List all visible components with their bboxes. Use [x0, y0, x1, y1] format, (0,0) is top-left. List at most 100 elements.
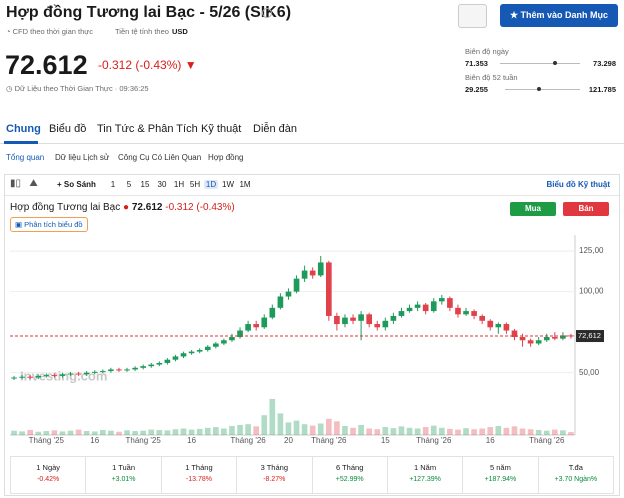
analysis-button[interactable]: ▣ Phân tích biểu đồ — [10, 217, 88, 232]
volume-bar — [75, 429, 82, 435]
interval[interactable]: 1H — [173, 180, 185, 189]
watchlist-button[interactable]: ★ Thêm vào Danh Mục — [500, 4, 618, 27]
candle-body — [543, 337, 550, 341]
performance-label: T.đa — [568, 463, 583, 472]
subtab[interactable]: Công Cụ Có Liên Quan — [118, 153, 202, 162]
chart-change: -0.312 — [165, 202, 194, 213]
candle-body — [535, 340, 542, 344]
candle-body — [414, 304, 421, 308]
performance-value: +52.99% — [335, 476, 364, 483]
currency-label: Tiền tệ tính theo — [115, 27, 169, 36]
tab[interactable]: Diễn đàn — [253, 123, 298, 135]
sell-button[interactable]: Bán — [563, 202, 609, 216]
volume-bar — [261, 415, 268, 435]
last-price-label: 72,612 — [578, 331, 601, 340]
performance-cell: 1 Năm +127.39% — [386, 457, 462, 493]
interval[interactable]: 5H — [189, 180, 201, 189]
performance-value: -13.78% — [185, 476, 212, 483]
volume-bar — [229, 426, 235, 435]
candle-body — [495, 324, 502, 328]
chart-name-text: Hợp đồng Tương lai Bạc — [10, 202, 121, 213]
volume-bar — [99, 429, 106, 435]
candle-body — [277, 296, 284, 308]
day-range-label: Biên độ ngày — [465, 47, 509, 56]
volume-bar — [91, 431, 98, 435]
volume-bar — [560, 430, 566, 435]
chart-type-icons[interactable]: ▮▯ ⛰ — [10, 178, 38, 189]
interval-active[interactable]: 1D — [204, 180, 218, 189]
volume-bar — [237, 424, 243, 435]
candle-body — [188, 351, 195, 354]
candle-body — [164, 359, 171, 363]
volume-bar — [519, 428, 526, 435]
volume-bar — [51, 430, 58, 435]
candle-body — [301, 270, 308, 279]
volume-bar — [366, 428, 373, 435]
interval[interactable]: 15 — [140, 180, 150, 189]
compare-button[interactable]: + So Sánh — [57, 180, 96, 189]
volume-bar — [414, 428, 421, 435]
interval[interactable]: 1 — [110, 180, 116, 189]
interval[interactable]: 5 — [126, 180, 132, 189]
performance-label: 1 Tháng — [185, 463, 213, 472]
volume-bar — [309, 425, 316, 435]
volume-bar — [35, 431, 42, 435]
volume-bar — [11, 430, 17, 435]
performance-table: 1 Ngày -0.42% 1 Tuần +3.01% 1 Tháng -13.78% 3 … — [10, 456, 614, 494]
volume-bar — [43, 431, 50, 435]
subtab[interactable]: Hợp đồng — [208, 153, 244, 162]
candle-body — [253, 324, 260, 328]
volume-bar — [156, 429, 163, 435]
tab[interactable]: Chung — [6, 123, 41, 135]
last-price-box — [576, 330, 604, 343]
candle-body — [269, 307, 276, 318]
candle-body — [317, 262, 324, 276]
interval[interactable]: 1W — [222, 180, 234, 189]
candle-body — [390, 315, 397, 321]
info-icon[interactable] — [262, 8, 272, 18]
tab[interactable]: Tin Tức & Phân Tích — [97, 123, 198, 135]
buy-button[interactable]: Mua — [510, 202, 556, 216]
volume-bar — [334, 421, 340, 435]
volume-bar — [455, 429, 461, 435]
candle-body — [83, 372, 90, 375]
volume-bar — [67, 430, 74, 435]
volume-bar — [325, 418, 332, 435]
candle-body — [245, 324, 251, 331]
volume-bar — [180, 428, 187, 435]
chart-change-pct: (-0.43%) — [196, 202, 235, 213]
tab[interactable]: Kỹ thuật — [201, 123, 242, 135]
technical-link[interactable]: Biểu đồ Kỹ thuật — [546, 180, 610, 189]
volume-bar — [301, 424, 308, 435]
performance-cell: 6 Tháng +52.99% — [311, 457, 387, 493]
year-bar — [505, 89, 580, 90]
volume-bar — [503, 427, 510, 435]
alert-button[interactable] — [458, 4, 487, 28]
meta: ◔ CFD theo thời gian thực — [6, 27, 94, 36]
performance-label: 5 năm — [490, 463, 511, 472]
volume-bar — [511, 426, 518, 435]
performance-cell: 1 Tuần +3.01% — [85, 457, 160, 493]
volume-bar — [406, 427, 413, 435]
candle-body — [551, 337, 558, 339]
title: Hợp đồng Tương lai Bạc - 5/26 (SIK6) — [6, 4, 292, 21]
subtab[interactable]: Dữ liệu Lịch sử — [55, 153, 110, 162]
performance-cell: 3 Tháng -8.27% — [236, 457, 311, 493]
tab[interactable]: Biểu đồ — [49, 123, 87, 135]
candle-body — [108, 369, 114, 372]
interval[interactable]: 1M — [239, 180, 251, 189]
chart-name: Hợp đồng Tương lai Bạc ● 72.612 -0.312 (… — [10, 202, 235, 213]
candle-body — [463, 311, 469, 315]
subtab[interactable]: Tổng quan — [6, 153, 45, 162]
volume-bar — [253, 426, 260, 435]
volume-bar — [196, 428, 203, 435]
volume-bar — [350, 427, 356, 435]
volume-bar — [269, 399, 276, 435]
day-bar — [500, 63, 580, 64]
candle-body — [43, 375, 50, 377]
x-tick-label: Tháng '26 — [416, 436, 452, 445]
x-tick-label: Tháng '26 — [311, 436, 347, 445]
candle-body — [560, 335, 566, 339]
interval[interactable]: 30 — [157, 180, 167, 189]
